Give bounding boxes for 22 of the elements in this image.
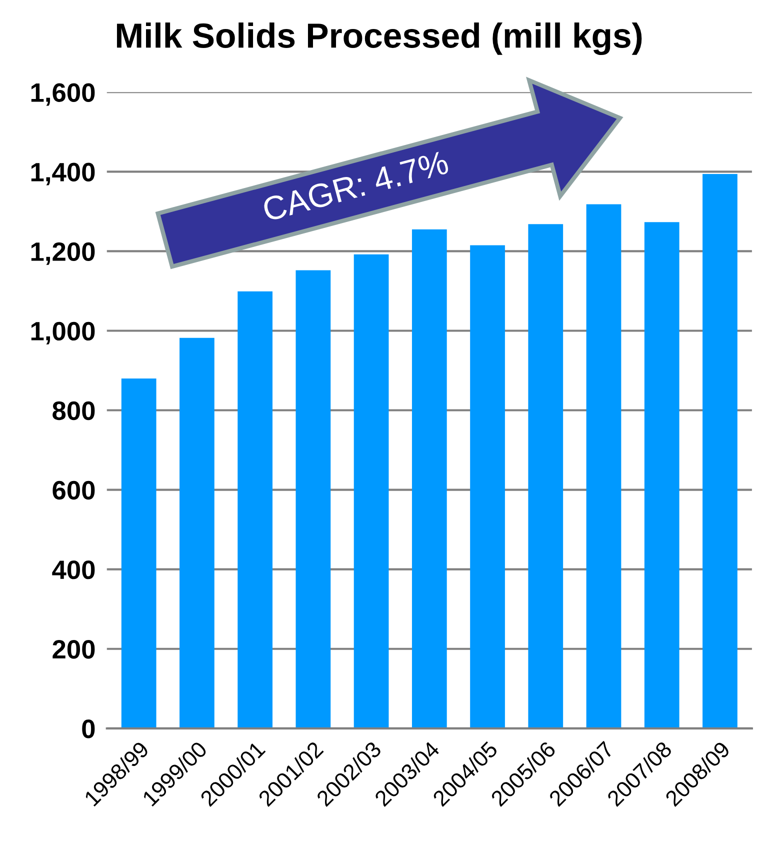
- bar: [180, 338, 214, 728]
- bar: [121, 378, 156, 728]
- bar: [528, 224, 564, 728]
- bar: [586, 204, 622, 728]
- bar: [470, 245, 505, 728]
- y-tick-label: 1,400: [31, 162, 95, 186]
- bar: [354, 254, 389, 728]
- y-tick-label: 0: [82, 720, 95, 738]
- y-tick-label: 800: [52, 401, 95, 420]
- bar: [644, 222, 680, 728]
- y-tick-label: 1,000: [31, 322, 95, 344]
- chart-title: Milk Solids Processed (mill kgs): [116, 22, 642, 56]
- y-tick-label: 200: [52, 640, 95, 659]
- bar: [296, 270, 331, 728]
- bar: [702, 174, 738, 728]
- annotation: CAGR: 4.7%: [262, 150, 450, 222]
- bar: [238, 291, 272, 728]
- y-tick-label: 1,600: [31, 83, 95, 106]
- y-tick-label: 600: [52, 480, 95, 500]
- y-tick-label: 1,200: [31, 242, 95, 265]
- y-tick-label: 400: [52, 560, 95, 580]
- bar: [412, 229, 447, 728]
